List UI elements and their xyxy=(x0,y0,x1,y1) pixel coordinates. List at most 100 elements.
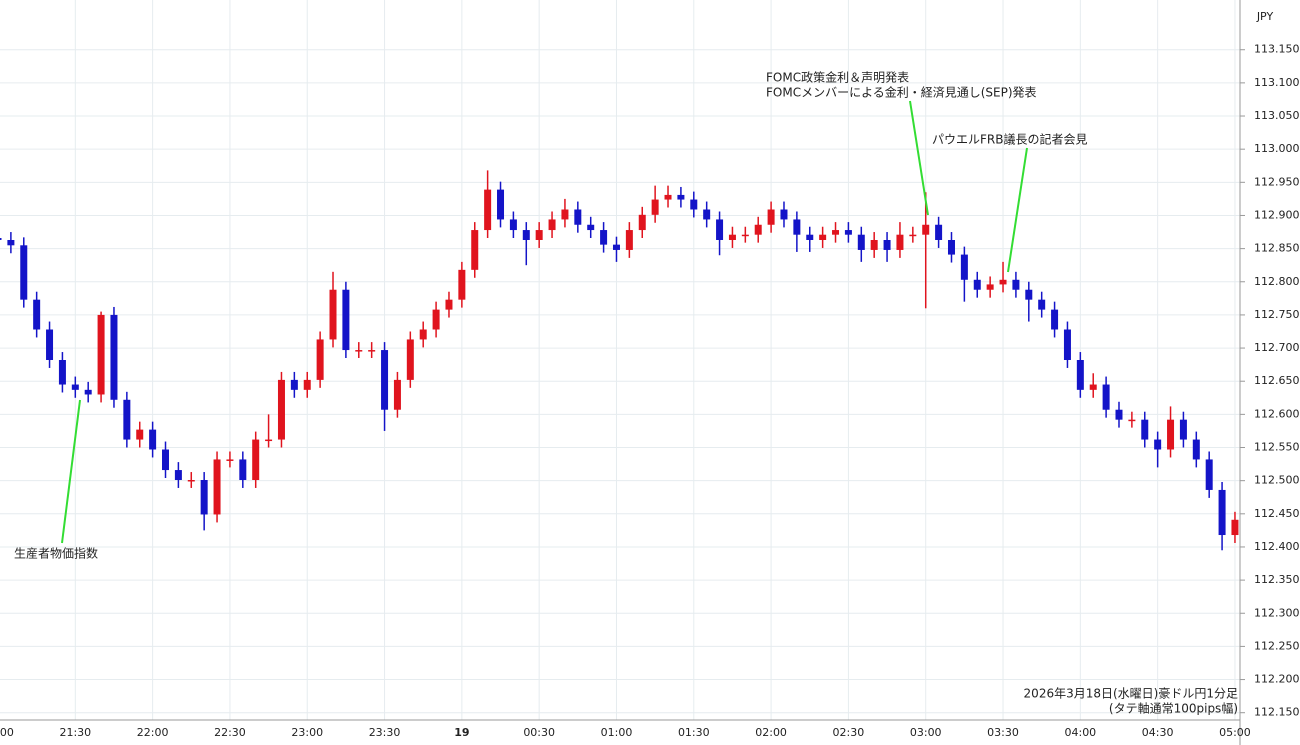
candle-body xyxy=(84,389,92,395)
candle-body xyxy=(277,379,285,440)
candle-body xyxy=(870,240,878,250)
candle-body xyxy=(316,339,324,380)
y-tick-label: 112.300 xyxy=(1254,606,1300,619)
y-tick-label: 113.100 xyxy=(1254,76,1300,89)
x-tick-label: 23:00 xyxy=(291,726,323,739)
candle-body xyxy=(419,329,427,340)
y-tick-label: 113.000 xyxy=(1254,142,1300,155)
candle-body xyxy=(329,289,337,340)
candle-body xyxy=(509,219,517,231)
candle-body xyxy=(149,429,157,450)
x-tick-label: 22:30 xyxy=(214,726,246,739)
y-tick-label: 112.800 xyxy=(1254,275,1300,288)
y-tick-label: 112.700 xyxy=(1254,341,1300,354)
y-axis-label: JPY xyxy=(1256,10,1274,23)
candle-body xyxy=(806,234,814,240)
candle-body xyxy=(780,209,788,220)
candle-body xyxy=(1076,360,1084,390)
candle-body xyxy=(973,279,981,290)
candle-body xyxy=(200,480,208,515)
candle-body xyxy=(522,230,530,240)
candle-body xyxy=(162,449,170,471)
note: (タテ軸通常100pips幅) xyxy=(1109,701,1238,716)
candle-body xyxy=(1167,419,1175,450)
candle-body xyxy=(896,234,904,250)
candle-body xyxy=(213,459,221,515)
candle-body xyxy=(290,379,298,390)
candle-body xyxy=(252,439,260,480)
candle-body xyxy=(767,209,775,225)
x-tick-label: 21:00 xyxy=(0,726,14,739)
annotation: 生産者物価指数 xyxy=(14,546,98,561)
candle-body xyxy=(1192,439,1200,460)
candle-body xyxy=(342,289,350,351)
candle-body xyxy=(587,224,595,231)
candle-body xyxy=(664,194,672,200)
candle-body xyxy=(368,350,376,352)
candle-body xyxy=(484,189,492,231)
candle-body xyxy=(1179,419,1187,440)
y-tick-label: 112.250 xyxy=(1254,639,1300,652)
candle-body xyxy=(690,199,698,210)
candles xyxy=(0,170,1239,551)
candle-body xyxy=(1102,384,1110,410)
candle-body xyxy=(1141,419,1149,440)
annotation: FOMCメンバーによる金利・経済見通し(SEP)発表 xyxy=(766,85,1037,100)
candle-body xyxy=(46,329,54,360)
candle-body xyxy=(574,209,582,225)
candle-body xyxy=(857,234,865,250)
candle-body xyxy=(832,230,840,235)
y-tick-label: 113.050 xyxy=(1254,109,1300,122)
candle-body xyxy=(999,279,1007,285)
candle-body xyxy=(445,299,453,310)
candle-body xyxy=(471,230,479,270)
y-tick-label: 112.600 xyxy=(1254,407,1300,420)
x-tick-label: 00:30 xyxy=(523,726,555,739)
candle-body xyxy=(393,379,401,410)
candle-body xyxy=(406,339,414,380)
x-tick-label: 04:00 xyxy=(1064,726,1096,739)
candle-body xyxy=(20,245,28,300)
y-tick-label: 112.150 xyxy=(1254,706,1300,719)
candle-body xyxy=(561,209,569,220)
candle-body xyxy=(1038,299,1046,310)
candle-body xyxy=(625,230,633,250)
candle-body xyxy=(819,234,827,240)
candle-body xyxy=(0,238,2,240)
candle-body xyxy=(922,224,930,235)
candle-body xyxy=(110,314,118,400)
candle-body xyxy=(703,209,711,220)
candle-body xyxy=(716,219,724,240)
candle-body xyxy=(947,240,955,255)
y-tick-label: 112.900 xyxy=(1254,208,1300,221)
candle-body xyxy=(187,480,195,482)
x-tick-label: 01:30 xyxy=(678,726,710,739)
candle-body xyxy=(651,199,659,215)
candle-body xyxy=(986,284,994,290)
candle-body xyxy=(793,219,801,235)
candle-body xyxy=(432,309,440,330)
candle-body xyxy=(265,439,273,442)
candle-body xyxy=(303,379,311,390)
y-tick-label: 112.750 xyxy=(1254,308,1300,321)
x-tick-label: 22:00 xyxy=(137,726,169,739)
candle-body xyxy=(97,314,105,395)
annotation-line xyxy=(1007,147,1028,273)
candle-body xyxy=(7,240,15,246)
candle-body xyxy=(728,234,736,240)
x-tick-label: 04:30 xyxy=(1142,726,1174,739)
candle-body xyxy=(1051,309,1059,330)
candle-body xyxy=(638,214,646,231)
y-tick-label: 112.200 xyxy=(1254,673,1300,686)
x-tick-label: 01:00 xyxy=(601,726,633,739)
candle-body xyxy=(741,234,749,237)
annotation: FOMC政策金利＆声明発表 xyxy=(766,70,909,85)
candle-body xyxy=(239,459,247,480)
candle-body xyxy=(174,470,182,480)
x-tick-label: 02:30 xyxy=(833,726,865,739)
candle-body xyxy=(1025,289,1033,300)
y-tick-label: 112.500 xyxy=(1254,474,1300,487)
candle-body xyxy=(1063,329,1071,360)
y-tick-label: 112.850 xyxy=(1254,242,1300,255)
candle-body xyxy=(33,299,41,330)
